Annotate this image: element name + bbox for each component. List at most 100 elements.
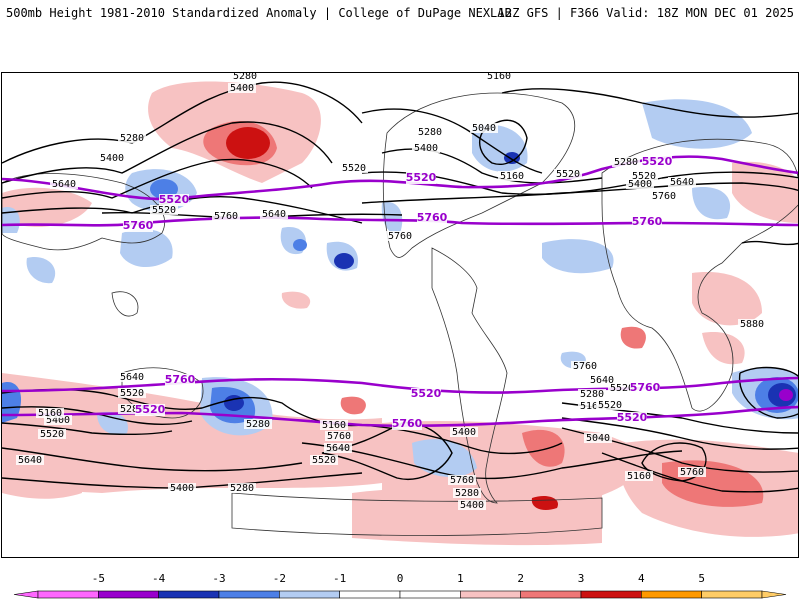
height-contour-label: 5640 bbox=[326, 443, 350, 454]
height-contour-label: 5640 bbox=[590, 375, 614, 386]
reference-contour-label: 5760 bbox=[165, 373, 196, 386]
contour-label-bg bbox=[340, 163, 368, 173]
height-contour-label: 5280 bbox=[120, 133, 144, 144]
height-contour-label: 5280 bbox=[580, 389, 604, 400]
colorbar-tick-label: 3 bbox=[577, 572, 585, 585]
height-contour-label: 5640 bbox=[120, 372, 144, 383]
height-contour-label: 5040 bbox=[586, 433, 610, 444]
contour-label-bg bbox=[470, 123, 498, 133]
reference-contour-label: 5520 bbox=[642, 155, 673, 168]
height-contour-label: 5280 bbox=[246, 419, 270, 430]
contour-label-bg bbox=[450, 427, 478, 437]
colorbar-scale bbox=[13, 590, 787, 599]
contour-label-bg bbox=[596, 400, 624, 410]
height-contours bbox=[2, 81, 798, 493]
colorbar-segment bbox=[520, 590, 582, 599]
reference-contour-label: 5760 bbox=[630, 381, 661, 394]
height-contour-label: 5760 bbox=[450, 475, 474, 486]
height-contour-label: 5520 bbox=[556, 169, 580, 180]
contour-label-bg bbox=[630, 171, 658, 181]
reference-contour-label-bg bbox=[617, 412, 647, 424]
colorbar-segment bbox=[279, 590, 340, 599]
colorbar-tick-label: -3 bbox=[212, 572, 226, 585]
contour-label-bg bbox=[228, 483, 256, 493]
contour-label-bg bbox=[118, 372, 146, 382]
contour-label-bg bbox=[150, 205, 178, 215]
height-contour-label: 5160 bbox=[500, 171, 524, 182]
colorbar-tick-label: 1 bbox=[457, 572, 464, 585]
contour-label-bg bbox=[38, 429, 66, 439]
contour-label-bg bbox=[608, 383, 636, 393]
reference-contour-label-bg bbox=[406, 172, 436, 184]
contour-label-bg bbox=[650, 191, 678, 201]
reference-contour-label-bg bbox=[411, 388, 441, 400]
height-contour-label: 5160 bbox=[580, 401, 604, 412]
run-valid-time: 12Z GFS | F366 Valid: 18Z MON DEC 01 202… bbox=[497, 6, 794, 20]
contour-label-bg bbox=[412, 143, 440, 153]
colorbar-tick-label: 2 bbox=[517, 572, 524, 585]
height-contour-label: 5400 bbox=[46, 415, 70, 426]
contour-label-bg bbox=[578, 401, 606, 411]
contour-label-bg bbox=[578, 389, 606, 399]
contour-label-bg bbox=[324, 443, 352, 453]
colorbar-segment bbox=[460, 590, 521, 599]
colorbar-segment bbox=[98, 590, 159, 599]
contour-label-bg bbox=[212, 211, 240, 221]
colorbar-segment bbox=[701, 590, 763, 599]
height-contour-label: 5640 bbox=[670, 177, 694, 188]
height-contour-label: 5640 bbox=[262, 209, 286, 220]
header: 500mb Height 1981-2010 Standardized Anom… bbox=[0, 0, 800, 28]
height-contour-label: 5520 bbox=[120, 388, 144, 399]
reference-contour-label-bg bbox=[123, 220, 153, 232]
height-contour-label: 5880 bbox=[740, 319, 764, 330]
contour-label-bg bbox=[626, 179, 654, 189]
contour-label-bg bbox=[228, 83, 256, 93]
height-contour-label: 5400 bbox=[414, 143, 438, 154]
contour-label-bg bbox=[386, 231, 414, 241]
colorbar-tick-label: -5 bbox=[91, 572, 105, 585]
contour-label-bg bbox=[50, 179, 78, 189]
colorbar-tick-label: -4 bbox=[152, 572, 166, 585]
contour-label-bg bbox=[571, 361, 599, 371]
height-contour-label: 5280 bbox=[418, 127, 442, 138]
height-contour-label: 5760 bbox=[388, 231, 412, 242]
reference-contour-label: 5520 bbox=[159, 193, 190, 206]
contour-label-bg bbox=[625, 471, 653, 481]
reference-contour-label-bg bbox=[417, 212, 447, 224]
contour-label-bg bbox=[612, 157, 640, 167]
height-contour-label: 5280 bbox=[233, 73, 257, 82]
reference-contour-label-bg bbox=[135, 404, 165, 416]
colorbar-segment bbox=[158, 590, 220, 599]
contour-label-bg bbox=[453, 488, 481, 498]
contour-label-bg bbox=[458, 500, 486, 510]
contour-label-bg bbox=[118, 133, 146, 143]
contour-label-bg bbox=[416, 127, 444, 137]
height-contour-label: 5280 bbox=[614, 157, 638, 168]
height-contour-label: 5520 bbox=[632, 171, 656, 182]
map-title: 500mb Height 1981-2010 Standardized Anom… bbox=[6, 6, 512, 20]
height-contour-label: 5160 bbox=[627, 471, 651, 482]
contour-label-bg bbox=[448, 475, 476, 485]
colorbar-segment bbox=[399, 590, 461, 599]
anomaly-map: 5280 5400 5160 5280 5400 5640 5520 5640 5760 5760… bbox=[1, 72, 799, 558]
height-contour-label: 5400 bbox=[460, 500, 484, 511]
colorbar-tick-label: 4 bbox=[638, 572, 645, 585]
contour-label-bg bbox=[44, 415, 72, 425]
height-contour-label: 5400 bbox=[230, 83, 254, 94]
height-contour-label: 5160 bbox=[38, 408, 62, 419]
reference-contour-label: 5760 bbox=[632, 215, 663, 228]
height-contour-label: 5280 bbox=[455, 488, 479, 499]
contour-label-bg bbox=[310, 455, 338, 465]
height-contour-label: 5760 bbox=[327, 431, 351, 442]
contour-label-bg bbox=[325, 431, 353, 441]
height-contour-label: 5640 bbox=[18, 455, 42, 466]
reference-contour-label-bg bbox=[642, 156, 672, 168]
contour-label-bg bbox=[260, 209, 288, 219]
contour-label-bg bbox=[554, 169, 582, 179]
contour-label-bg bbox=[16, 455, 44, 465]
contour-label-bg bbox=[231, 73, 259, 81]
reference-contour-label: 5520 bbox=[135, 403, 166, 416]
contour-label-bg bbox=[485, 73, 513, 81]
height-contour-label: 5160 bbox=[322, 420, 346, 431]
